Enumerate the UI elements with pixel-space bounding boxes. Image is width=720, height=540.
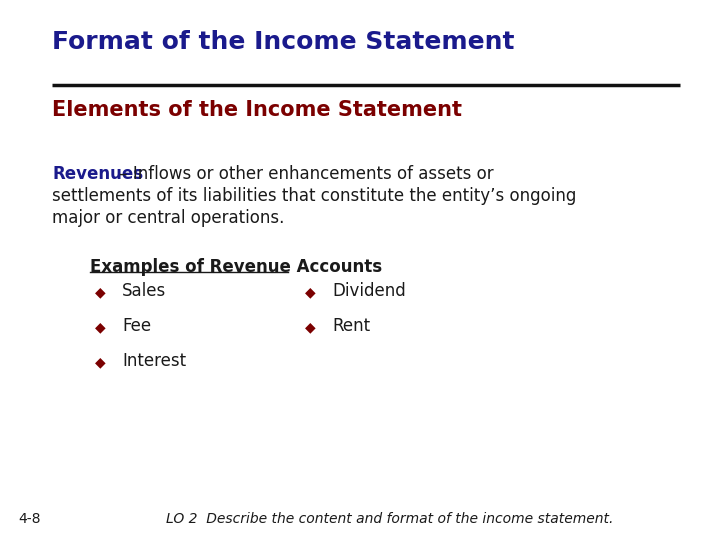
Text: Interest: Interest: [122, 352, 186, 370]
Text: ◆: ◆: [95, 320, 105, 334]
Text: Sales: Sales: [122, 282, 166, 300]
Text: ◆: ◆: [95, 355, 105, 369]
Text: – Inflows or other enhancements of assets or: – Inflows or other enhancements of asset…: [114, 165, 494, 183]
Text: ◆: ◆: [305, 285, 315, 299]
Text: 4-8: 4-8: [18, 512, 40, 526]
Text: ◆: ◆: [305, 320, 315, 334]
Text: Examples of Revenue Accounts: Examples of Revenue Accounts: [90, 258, 382, 276]
Text: Format of the Income Statement: Format of the Income Statement: [52, 30, 515, 54]
Text: Revenues: Revenues: [52, 165, 143, 183]
Text: Elements of the Income Statement: Elements of the Income Statement: [52, 100, 462, 120]
Text: ◆: ◆: [95, 285, 105, 299]
Text: major or central operations.: major or central operations.: [52, 209, 284, 227]
Text: Rent: Rent: [332, 317, 370, 335]
Text: settlements of its liabilities that constitute the entity’s ongoing: settlements of its liabilities that cons…: [52, 187, 577, 205]
Text: Fee: Fee: [122, 317, 151, 335]
Text: Dividend: Dividend: [332, 282, 406, 300]
Text: LO 2  Describe the content and format of the income statement.: LO 2 Describe the content and format of …: [166, 512, 613, 526]
